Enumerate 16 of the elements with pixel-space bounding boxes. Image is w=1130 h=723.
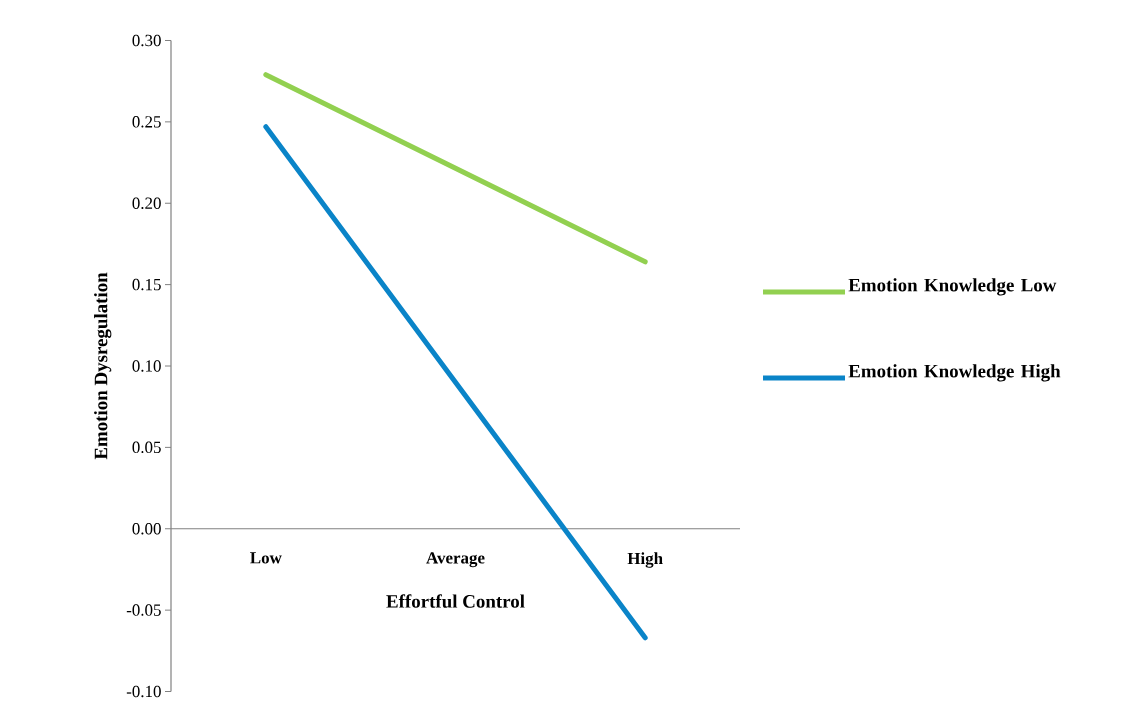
y-tick-label: -0.10: [126, 685, 161, 698]
legend-label: Emotion Knowledge High: [848, 364, 1061, 382]
y-tick-label: 0.15: [132, 278, 161, 291]
x-axis-title: Effortful Control: [386, 594, 525, 608]
x-tick-label: Low: [250, 552, 282, 564]
y-tick-label: 0.05: [132, 441, 161, 454]
x-tick-label: Average: [426, 552, 485, 568]
y-tick-label: 0.10: [132, 360, 161, 372]
y-tick-label: -0.05: [126, 604, 161, 616]
y-tick-label: 0.20: [132, 197, 161, 209]
legend-label: Emotion Knowledge Low: [848, 278, 1057, 296]
x-tick-label: High: [627, 552, 663, 568]
y-tick-label: 0.00: [132, 523, 161, 535]
y-tick-label: 0.25: [132, 116, 161, 128]
y-tick-label: 0.30: [132, 34, 161, 47]
y-axis-title: Emotion Dysregulation: [94, 272, 112, 460]
